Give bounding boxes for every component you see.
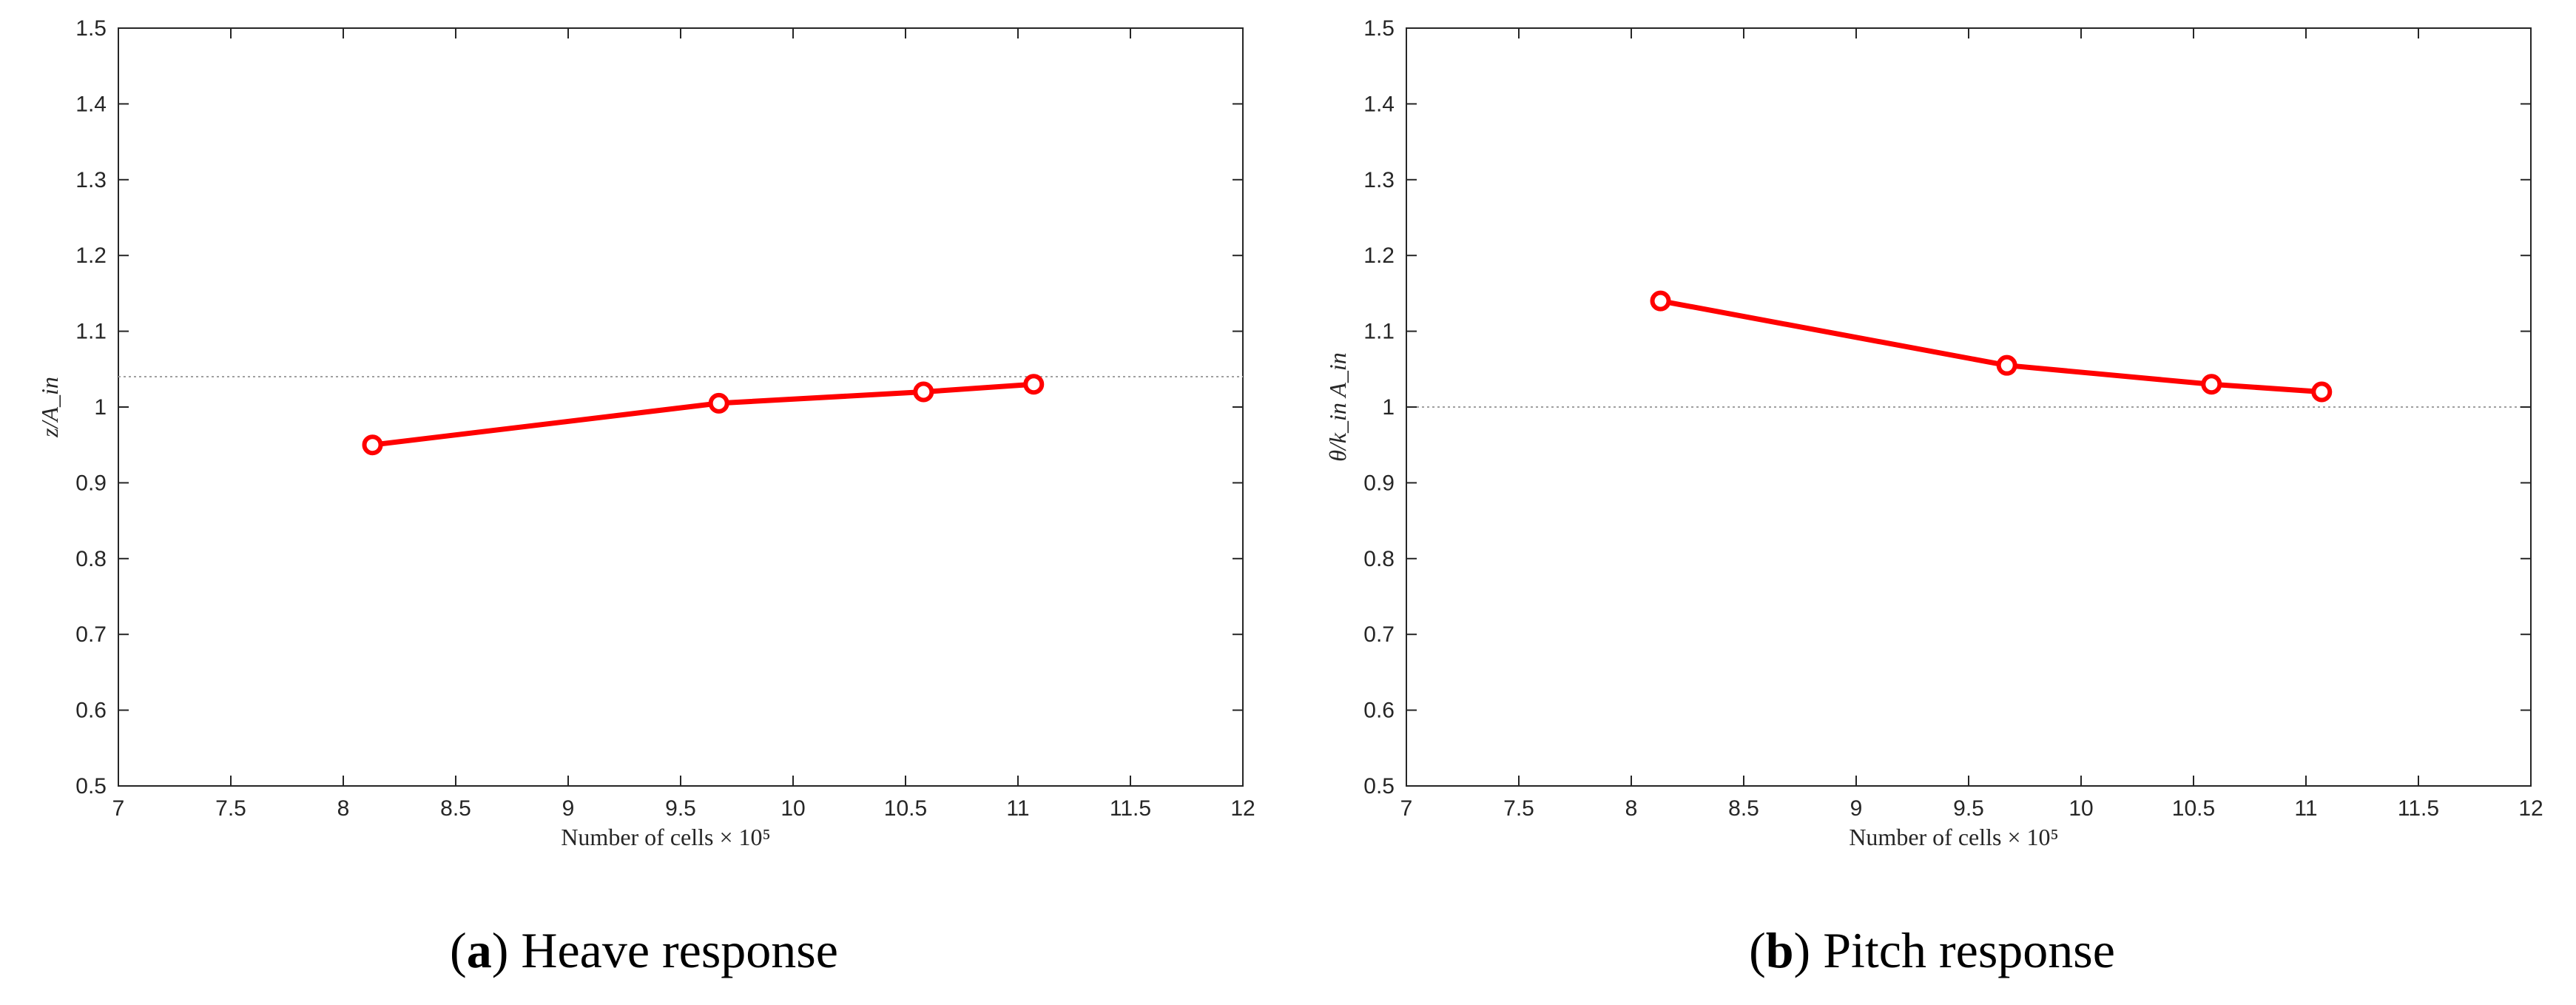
caption-heave: (a) Heave response [450, 922, 838, 978]
y-tick-label: 1.5 [75, 16, 107, 41]
heave-chart-svg: 7 7.5 8 8.5 9 9.5 10 10.5 11 11.5 120.50.60.70.80.… [36, 16, 1255, 850]
y-tick-label: 1.4 [75, 92, 107, 116]
x-tick-label: 10.5 [2172, 796, 2215, 821]
x-tick-label: 8.5 [440, 796, 471, 821]
x-tick-label: 12 [1230, 796, 1255, 821]
data-point-marker [1996, 354, 2017, 376]
x-tick-label: 8 [337, 796, 350, 821]
x-tick-label: 7.5 [1503, 796, 1534, 821]
chart-panel-pitch: 7 7.5 8 8.5 9 9.5 10 10.5 11 11.5 12 0.5 0.6 0.7 0.8 0.… [1288, 0, 2576, 1005]
x-tick-label: 9 [562, 796, 575, 821]
data-point-marker [1023, 374, 1045, 395]
x-tick-label: 9 [1850, 796, 1863, 821]
x-tick-label: 11.5 [2398, 796, 2439, 821]
y-tick-label: 0.7 [75, 622, 107, 647]
y-tick-label: 0.8 [1363, 547, 1395, 571]
data-point-marker [2311, 381, 2333, 403]
caption-text: Pitch response [1823, 922, 2115, 978]
chart-panel-heave: 7 7.5 8 8.5 9 9.5 10 10.5 11 11.5 12 0.5 0.6 0.7 0.8 0.… [36, 16, 1255, 978]
caption-pitch: (b) Pitch response [1749, 922, 2115, 978]
y-axis-label: θ/k_in A_in [1324, 352, 1351, 462]
data-point-marker [913, 381, 934, 403]
y-tick-label: 1.5 [1363, 16, 1395, 41]
data-point-marker [362, 434, 383, 456]
y-tick-label: 1.3 [75, 168, 107, 192]
y-tick-label: 0.6 [75, 699, 107, 723]
x-tick-label: 7.5 [215, 796, 246, 821]
y-tick-label: 1 [1382, 395, 1395, 420]
x-tick-label: 9.5 [665, 796, 696, 821]
data-point-marker [708, 392, 729, 414]
x-tick-label: 8 [1625, 796, 1638, 821]
pitch-chart-svg: 7 7.5 8 8.5 9 9.5 10 10.5 11 11.5 120.50.60.70.80.… [1324, 16, 2543, 850]
caption-letter: a [466, 922, 492, 978]
series-line [1658, 298, 2324, 395]
x-axis-label: Number of cells × 10⁵ [1849, 824, 2058, 850]
x-tick-label: 11.5 [1110, 796, 1151, 821]
y-tick-label: 0.5 [75, 774, 107, 799]
y-tick-label: 1.2 [1363, 243, 1395, 268]
data-point-marker [1650, 290, 1671, 312]
x-tick-label: 12 [2518, 796, 2543, 821]
x-tick-label: 7 [1400, 796, 1413, 821]
caption-letter: b [1765, 922, 1794, 978]
y-tick-label: 1.3 [1363, 168, 1395, 192]
x-tick-label: 9.5 [1953, 796, 1984, 821]
y-tick-label: 0.6 [1363, 699, 1395, 723]
y-tick-label: 0.8 [75, 547, 107, 571]
plot-area-frame [1406, 27, 2532, 787]
y-tick-label: 1 [94, 395, 107, 420]
x-axis-label: Number of cells × 10⁵ [561, 824, 770, 850]
x-tick-label: 11 [2294, 796, 2317, 821]
x-tick-label: 10 [780, 796, 805, 821]
x-tick-label: 10 [2068, 796, 2093, 821]
y-tick-label: 1.1 [1363, 320, 1395, 344]
x-tick-label: 10.5 [884, 796, 927, 821]
y-tick-label: 1.2 [75, 243, 107, 268]
x-tick-label: 8.5 [1728, 796, 1759, 821]
y-tick-label: 1.4 [1363, 92, 1395, 116]
y-tick-label: 0.9 [75, 471, 107, 495]
caption-text: Heave response [521, 922, 838, 978]
x-tick-label: 11 [1006, 796, 1029, 821]
x-tick-label: 7 [112, 796, 125, 821]
data-point-marker [2201, 374, 2222, 395]
series-line [370, 381, 1036, 448]
y-tick-label: 0.7 [1363, 622, 1395, 647]
y-tick-label: 0.9 [1363, 471, 1395, 495]
y-tick-label: 0.5 [1363, 774, 1395, 799]
y-tick-label: 1.1 [75, 320, 107, 344]
y-axis-label: z/A_in [36, 377, 63, 438]
